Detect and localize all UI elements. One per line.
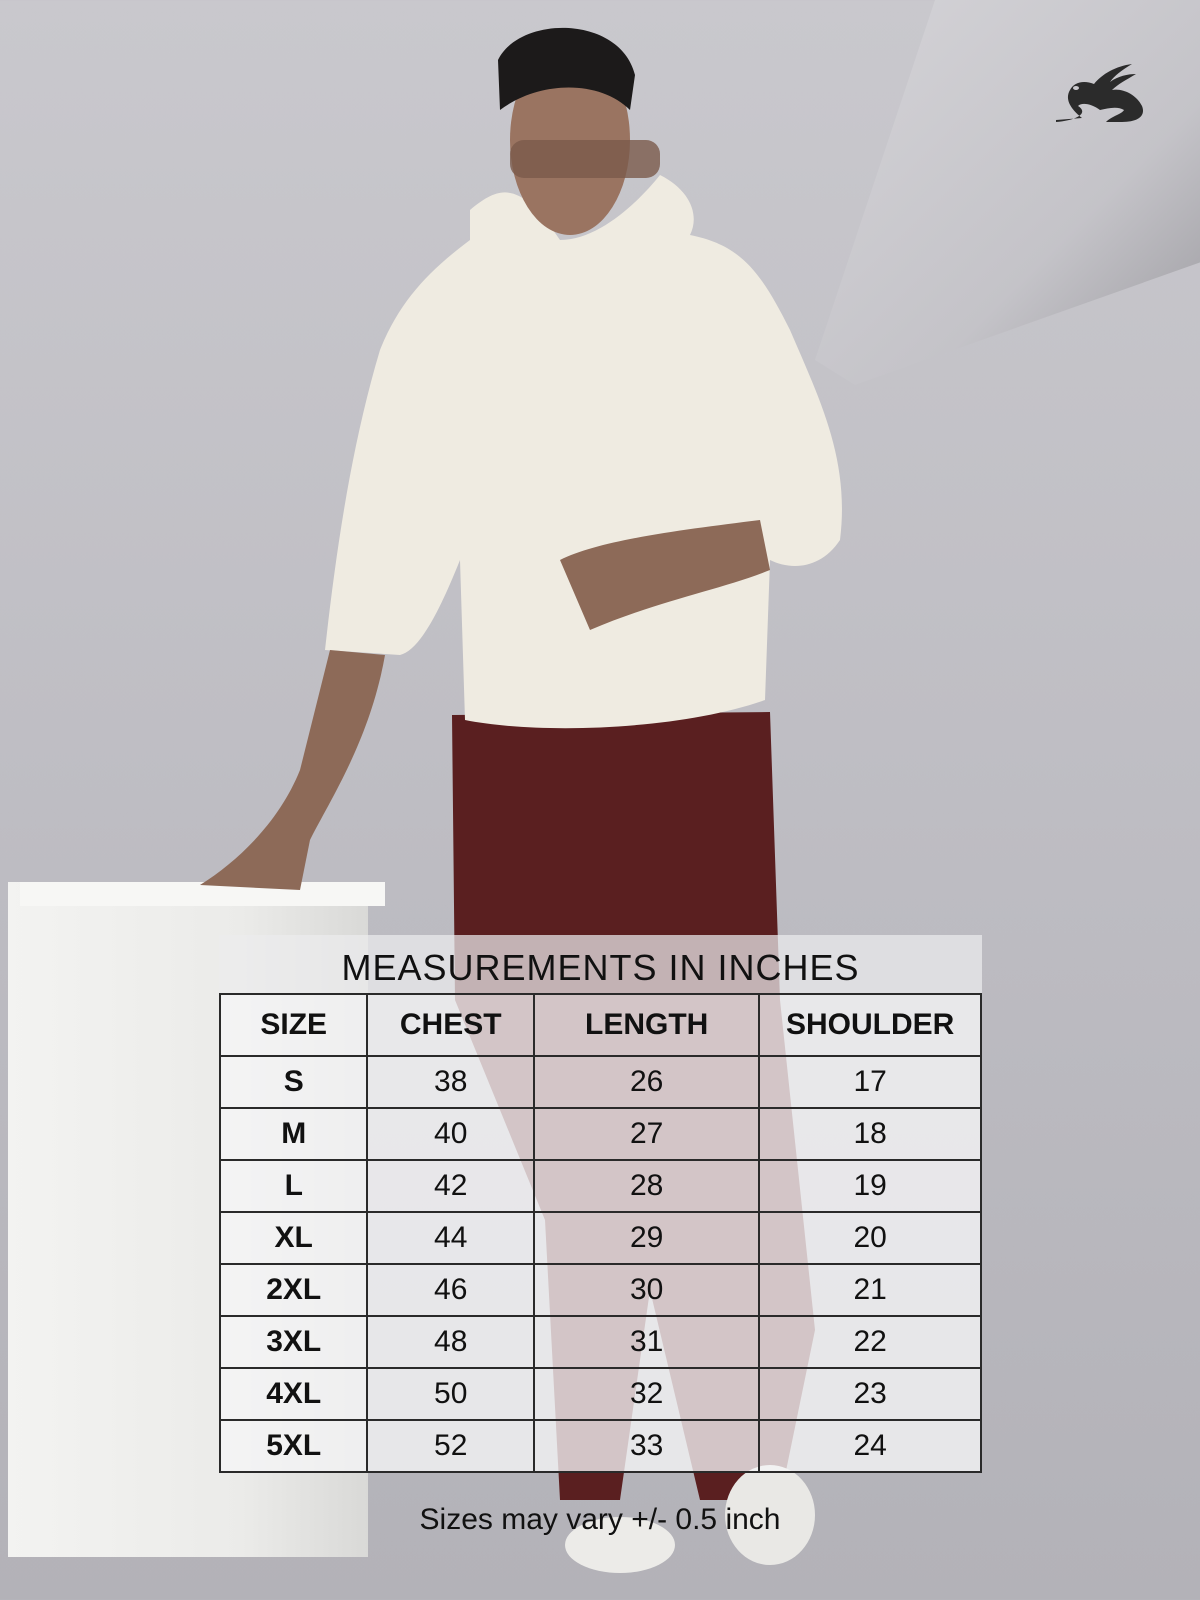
cell-size: XL [218, 1211, 369, 1265]
cell-chest: 40 [366, 1107, 536, 1161]
table-row: 2XL 46 30 21 [218, 1263, 982, 1317]
cell-chest: 52 [366, 1419, 536, 1473]
cell-size: L [218, 1159, 369, 1213]
cream-hoodie [325, 175, 842, 729]
cell-length: 31 [533, 1315, 761, 1369]
cell-chest: 38 [366, 1055, 536, 1109]
table-row: 5XL 52 33 24 [218, 1419, 982, 1473]
cell-size: 2XL [218, 1263, 369, 1317]
header-size: SIZE [218, 993, 369, 1057]
cell-shoulder: 20 [758, 1211, 982, 1265]
header-chest: CHEST [366, 993, 536, 1057]
size-variance-note: Sizes may vary +/- 0.5 inch [419, 1503, 781, 1536]
cell-chest: 48 [366, 1315, 536, 1369]
cell-length: 33 [533, 1419, 761, 1473]
size-chart: MEASUREMENTS IN INCHES SIZE CHEST LENGTH… [218, 935, 982, 1473]
cell-length: 29 [533, 1211, 761, 1265]
cell-shoulder: 22 [758, 1315, 982, 1369]
cell-size: S [218, 1055, 369, 1109]
cell-length: 28 [533, 1159, 761, 1213]
table-row: L 42 28 19 [218, 1159, 982, 1213]
cell-length: 32 [533, 1367, 761, 1421]
cell-shoulder: 23 [758, 1367, 982, 1421]
cell-size: 4XL [218, 1367, 369, 1421]
cell-size: 5XL [218, 1419, 369, 1473]
cell-shoulder: 18 [758, 1107, 982, 1161]
table-row: 4XL 50 32 23 [218, 1367, 982, 1421]
cell-shoulder: 24 [758, 1419, 982, 1473]
cell-length: 30 [533, 1263, 761, 1317]
header-length: LENGTH [533, 993, 761, 1057]
cell-chest: 42 [366, 1159, 536, 1213]
table-row: M 40 27 18 [218, 1107, 982, 1161]
pedestal-top [20, 882, 385, 906]
table-row: 3XL 48 31 22 [218, 1315, 982, 1369]
cell-size: M [218, 1107, 369, 1161]
cell-size: 3XL [218, 1315, 369, 1369]
cell-shoulder: 21 [758, 1263, 982, 1317]
table-row: S 38 26 17 [218, 1055, 982, 1109]
cell-length: 26 [533, 1055, 761, 1109]
table-row: XL 44 29 20 [218, 1211, 982, 1265]
cell-shoulder: 17 [758, 1055, 982, 1109]
header-shoulder: SHOULDER [758, 993, 982, 1057]
table-header-row: SIZE CHEST LENGTH SHOULDER [218, 993, 982, 1057]
size-table: SIZE CHEST LENGTH SHOULDER S 38 26 17 M 40 27 1… [218, 993, 982, 1473]
cell-chest: 44 [366, 1211, 536, 1265]
cell-length: 27 [533, 1107, 761, 1161]
cell-shoulder: 19 [758, 1159, 982, 1213]
rabbit-logo-icon [1056, 64, 1144, 122]
cell-chest: 46 [366, 1263, 536, 1317]
cell-chest: 50 [366, 1367, 536, 1421]
size-chart-title: MEASUREMENTS IN INCHES [219, 935, 982, 993]
